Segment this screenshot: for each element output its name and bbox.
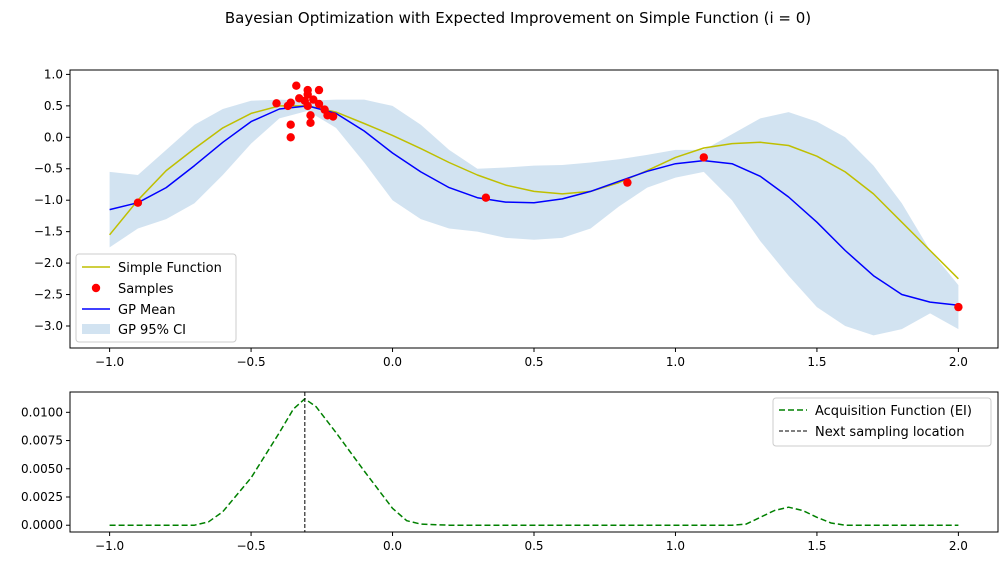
- sample-point: [272, 99, 281, 108]
- y-tick-label: 1.0: [44, 67, 63, 81]
- legend-label: Acquisition Function (EI): [815, 404, 972, 419]
- y-tick-label: −3.0: [34, 319, 63, 333]
- bottom-panel: −1.0 −0.5 0.0 0.5 1.0 1.5 2.0 0.0100 0.0075 0.00…: [21, 391, 999, 553]
- y-tick-label: 0.0: [44, 130, 63, 144]
- y-tick-label: 0.0025: [21, 490, 63, 504]
- y-tick-label: 0.0050: [21, 462, 63, 476]
- sample-point: [303, 101, 312, 111]
- sample-point: [286, 120, 295, 129]
- sample-point: [328, 112, 338, 121]
- figure-title: Bayesian Optimization with Expected Impr…: [225, 9, 811, 27]
- top-y-axis: 1.0 0.5 0.0 −0.5 −1.0 −1.5 −2.0 −2.5 −3.0: [34, 67, 70, 333]
- x-tick-label: 1.5: [807, 355, 826, 369]
- sample-point: [954, 302, 963, 312]
- top-panel: −1.0 −0.5 0.0 0.5 1.0 1.5 2.0 1.00.50.0−0.5−1.…: [34, 67, 999, 369]
- sample-point: [699, 153, 708, 162]
- legend-box: [772, 397, 992, 447]
- bottom-y-axis: 0.0100 0.0075 0.0050 0.0025 0.0000: [21, 405, 70, 532]
- top-plot-area: [109, 81, 963, 336]
- top-x-axis: −1.0 −0.5 0.0 0.5 1.0 1.5 2.0: [95, 348, 968, 369]
- x-tick-label: 0.0: [383, 539, 402, 553]
- sample-point: [286, 133, 295, 142]
- sample-point: [481, 193, 491, 202]
- x-tick-label: 0.5: [524, 355, 543, 369]
- ci-band: [109, 99, 959, 336]
- x-tick-label: 1.5: [807, 539, 826, 553]
- legend-label: GP 95% CI: [118, 323, 186, 338]
- legend-swatch-gp-ci: [82, 324, 110, 334]
- x-tick-label: −0.5: [237, 539, 266, 553]
- y-tick-label: −2.5: [34, 288, 63, 302]
- sample-point: [314, 85, 324, 95]
- legend-label: Simple Function: [118, 261, 222, 276]
- acquisition-function-ei-line: [109, 398, 959, 526]
- x-tick-label: 2.0: [949, 355, 968, 369]
- legend-label: Samples: [118, 282, 174, 297]
- sample-point: [292, 81, 301, 90]
- legend-swatch-samples: [91, 283, 101, 293]
- simple-function-line: [109, 105, 959, 280]
- sample-point: [286, 98, 295, 107]
- y-tick-label: 0.0075: [21, 434, 63, 448]
- sample-point: [306, 118, 315, 128]
- y-tick-label: −0.5: [34, 162, 63, 176]
- x-tick-label: 1.0: [666, 539, 685, 553]
- bottom-legend: Acquisition Function (EI) Next sampling l…: [772, 397, 992, 447]
- sample-point: [309, 95, 318, 104]
- y-tick-label: 0.0000: [21, 518, 63, 532]
- y-tick-label: −1.0: [34, 193, 63, 207]
- top-legend: Simple Function Samples GP Mean GP 95% CI: [75, 253, 237, 343]
- legend-label: GP Mean: [118, 303, 175, 318]
- x-tick-label: 2.0: [949, 539, 968, 553]
- sample-point: [303, 90, 312, 99]
- x-tick-label: 0.5: [524, 539, 543, 553]
- x-tick-label: 0.0: [383, 355, 402, 369]
- x-tick-label: −1.0: [95, 539, 124, 553]
- x-tick-label: −1.0: [95, 355, 124, 369]
- x-tick-label: −0.5: [237, 355, 266, 369]
- sample-point: [306, 111, 315, 120]
- y-tick-label: 0.0100: [21, 405, 63, 419]
- gp-mean-line: [109, 105, 959, 306]
- bottom-plot-area: [109, 392, 959, 532]
- y-tick-label: −1.5: [34, 225, 63, 239]
- sample-point: [623, 178, 632, 187]
- y-tick-label: 0.5: [44, 99, 63, 113]
- legend-label: Next sampling location: [815, 425, 965, 440]
- legend-box: [75, 253, 237, 343]
- y-tick-label: −2.0: [34, 256, 63, 270]
- sample-point: [314, 99, 324, 109]
- x-tick-label: 1.0: [666, 355, 685, 369]
- bottom-x-axis: −1.0 −0.5 0.0 0.5 1.0 1.5 2.0: [95, 532, 968, 553]
- sample-point: [133, 198, 143, 207]
